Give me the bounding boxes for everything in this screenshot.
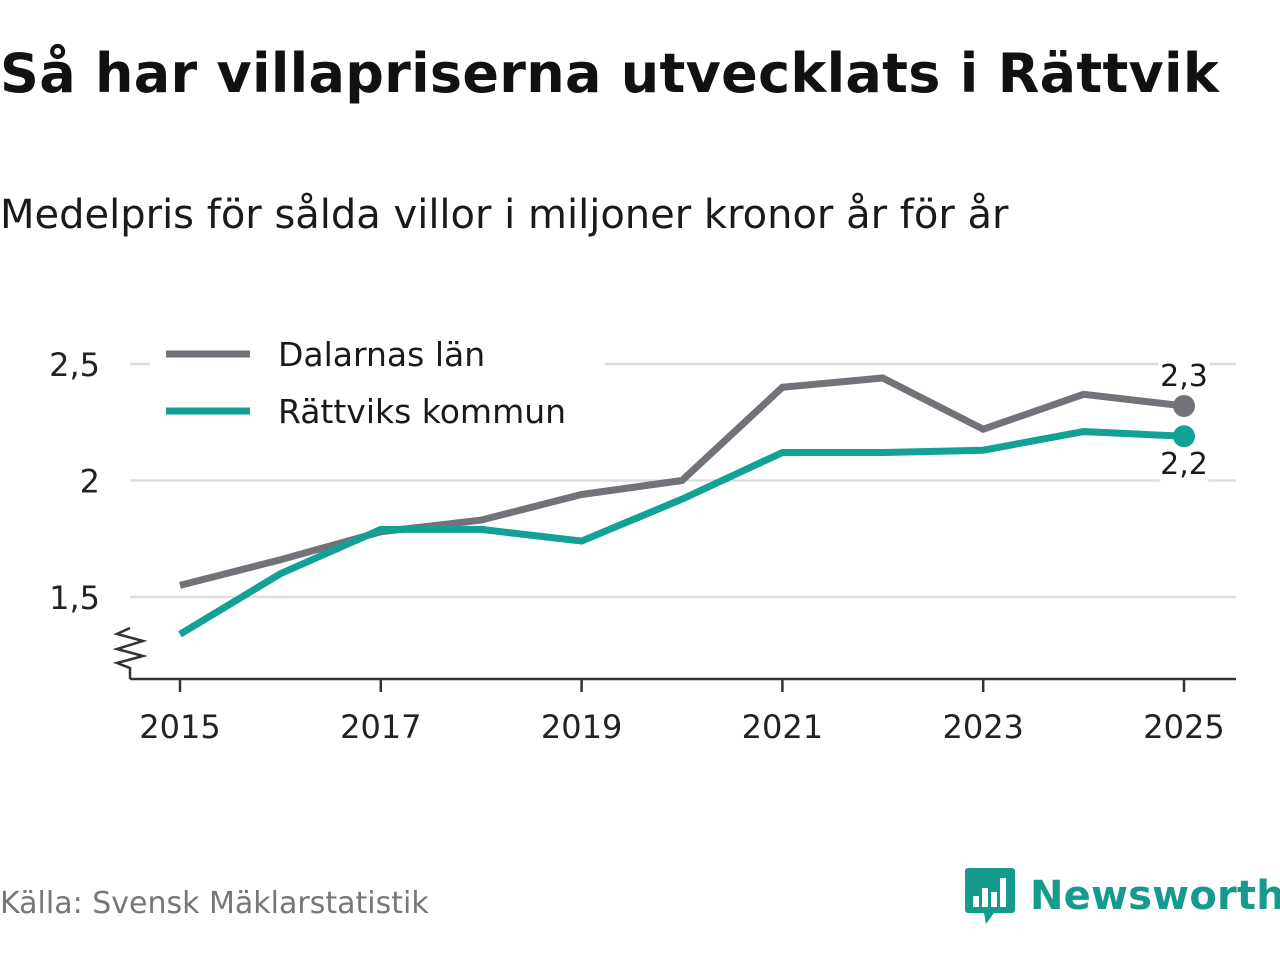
x-tick-label: 2019 <box>541 708 622 746</box>
series-lines <box>178 374 1195 638</box>
y-tick-label: 2 <box>80 463 100 501</box>
y-tick-label: 2,5 <box>49 346 100 384</box>
axes: 1,5 2 2,5 2015 2017 2019 2021 2023 2025 <box>49 346 1236 746</box>
brand-logo: Newsworthy <box>964 866 1280 926</box>
x-tick-label: 2025 <box>1143 708 1224 746</box>
legend-background <box>150 325 605 445</box>
source-note: Källa: Svensk Mäklarstatistik <box>0 886 429 921</box>
end-label-bg <box>1158 448 1210 483</box>
legend-label: Dalarnas län <box>278 335 485 374</box>
legend-label: Rättviks kommun <box>278 392 566 431</box>
end-labels: 2,3 2,2 <box>1158 359 1210 483</box>
x-tick-label: 2021 <box>742 708 823 746</box>
end-label-bg <box>1158 359 1210 394</box>
series-end-point <box>1173 425 1195 448</box>
end-label: 2,3 <box>1160 359 1208 394</box>
x-tick-label: 2015 <box>139 708 220 746</box>
series-end-point <box>1173 394 1195 417</box>
series-line <box>178 428 1185 638</box>
end-label: 2,2 <box>1160 447 1208 482</box>
x-tick-label: 2017 <box>340 708 421 746</box>
chart-title: Så har villapriserna utvecklats i Rättvi… <box>0 42 1220 105</box>
legend: Dalarnas län Rättviks kommun <box>150 325 605 445</box>
chart-subtitle: Medelpris för sålda villor i miljoner kr… <box>0 192 1009 238</box>
x-tick-label: 2023 <box>942 708 1023 746</box>
y-tick-label: 1,5 <box>49 579 100 617</box>
brand-name: Newsworthy <box>1030 873 1280 919</box>
newsworthy-logo-icon <box>965 868 1015 924</box>
axis-break-icon <box>112 626 148 679</box>
